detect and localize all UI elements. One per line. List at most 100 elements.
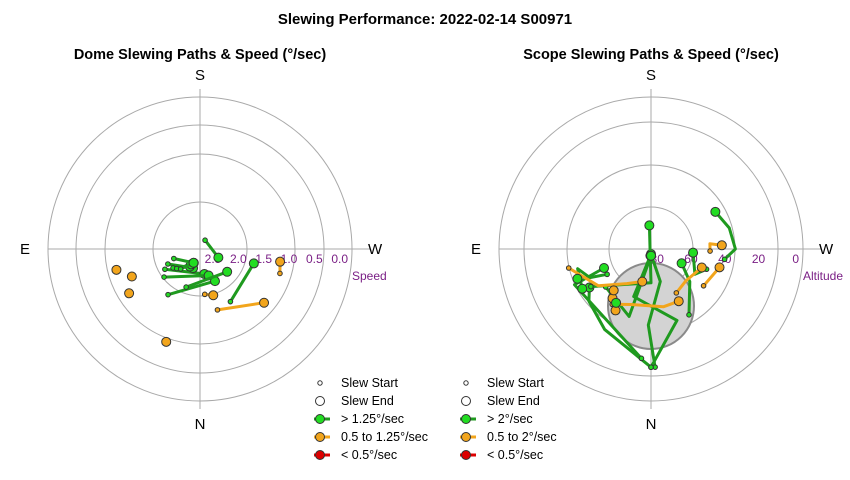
legend-start-marker bbox=[463, 380, 469, 386]
direction-left: E bbox=[20, 241, 30, 258]
slew-start-marker bbox=[721, 256, 728, 263]
slew-start-marker bbox=[700, 283, 707, 289]
radial-axis-label: Speed bbox=[352, 269, 387, 283]
slew-start-marker bbox=[686, 312, 692, 318]
slew-path-medium bbox=[610, 299, 681, 309]
slew-start-marker bbox=[638, 355, 645, 362]
legend-label: > 1.25°/sec bbox=[341, 412, 404, 426]
slew-point-marker bbox=[608, 285, 619, 296]
legend-end-marker bbox=[315, 396, 325, 406]
slew-path-fast bbox=[587, 286, 653, 369]
radial-tick-label: 0 bbox=[792, 252, 799, 266]
legend-label: > 2°/sec bbox=[487, 412, 533, 426]
slew-start-marker bbox=[177, 266, 184, 272]
slew-start-marker bbox=[227, 298, 234, 305]
slew-end-marker bbox=[673, 296, 684, 307]
panel-title: Dome Slewing Paths & Speed (°/sec) bbox=[74, 47, 327, 63]
slew-start-marker bbox=[673, 290, 680, 296]
slew-end-marker bbox=[275, 256, 286, 267]
slew-end-marker bbox=[208, 290, 219, 301]
slew-start-marker bbox=[604, 271, 610, 278]
legend-marker-fast bbox=[315, 414, 325, 424]
slew-path-fast bbox=[632, 254, 679, 369]
slew-start-marker bbox=[171, 255, 177, 262]
legend-marker-medium bbox=[461, 432, 471, 442]
slew-path-fast bbox=[713, 210, 737, 261]
slew-path-fast bbox=[166, 279, 217, 297]
slew-end-marker bbox=[688, 247, 699, 258]
slew-start-marker bbox=[161, 274, 167, 280]
slew-end-marker bbox=[637, 276, 648, 287]
direction-bottom: N bbox=[646, 416, 657, 433]
slew-point-marker bbox=[611, 297, 622, 308]
legend-end-marker bbox=[461, 396, 471, 406]
legend-label: 0.5 to 1.25°/sec bbox=[341, 430, 428, 444]
slew-path-medium bbox=[216, 301, 266, 312]
slew-path-fast bbox=[184, 270, 229, 289]
slew-path-medium bbox=[674, 266, 704, 295]
slew-start-marker bbox=[202, 237, 208, 244]
slew-start-marker bbox=[162, 266, 168, 273]
slew-start-marker bbox=[201, 291, 208, 298]
legend: Slew Start Slew End > 2°/sec 0.5 to 2°/sec <… bbox=[460, 376, 557, 462]
direction-right: W bbox=[819, 241, 834, 258]
slew-end-marker bbox=[644, 220, 655, 231]
direction-top: S bbox=[195, 67, 205, 84]
legend: Slew Start Slew End > 1.25°/sec 0.5 to 1.25… bbox=[314, 376, 428, 462]
slew-point-marker bbox=[124, 288, 135, 299]
slew-path-fast bbox=[228, 261, 256, 304]
slew-end-marker bbox=[577, 283, 588, 294]
slew-start-marker bbox=[707, 248, 713, 254]
slew-path-fast bbox=[162, 274, 211, 279]
legend-label: 0.5 to 2°/sec bbox=[487, 430, 557, 444]
slew-point-marker bbox=[126, 271, 137, 282]
direction-left: E bbox=[471, 241, 481, 258]
slew-end-marker bbox=[646, 250, 656, 261]
legend-marker-slow bbox=[461, 450, 471, 460]
legend-label: Slew Start bbox=[487, 376, 544, 390]
slew-path-fast bbox=[680, 261, 692, 317]
slew-path-medium bbox=[567, 266, 644, 288]
slew-end-marker bbox=[213, 252, 224, 263]
slew-start-marker bbox=[165, 291, 171, 298]
legend-label: Slew Start bbox=[341, 376, 398, 390]
slew-end-marker bbox=[710, 206, 721, 217]
slew-end-marker bbox=[222, 266, 233, 277]
slew-end-marker bbox=[716, 240, 727, 251]
radial-tick-label: 2.0 bbox=[230, 252, 247, 266]
radial-axis-label: Altitude bbox=[803, 269, 843, 283]
radial-tick-label: 20 bbox=[752, 252, 766, 266]
slew-start-marker bbox=[214, 307, 221, 313]
slew-end-marker bbox=[248, 258, 259, 269]
slew-start-marker bbox=[648, 364, 654, 371]
direction-top: S bbox=[646, 67, 656, 84]
slew-start-marker bbox=[565, 265, 572, 271]
legend-marker-slow bbox=[315, 450, 325, 460]
slew-start-marker bbox=[277, 270, 283, 277]
slew-path-fast bbox=[573, 266, 643, 360]
slew-path-fast bbox=[646, 252, 662, 369]
direction-bottom: N bbox=[195, 416, 206, 433]
legend-marker-medium bbox=[315, 432, 325, 442]
slew-point-marker bbox=[572, 273, 583, 284]
slew-start-marker bbox=[165, 261, 171, 267]
slew-end-marker bbox=[259, 297, 270, 308]
slew-point-marker bbox=[111, 264, 122, 275]
direction-right: W bbox=[368, 241, 383, 258]
radial-tick-label: 0.5 bbox=[306, 252, 323, 266]
slew-end-marker bbox=[676, 258, 687, 269]
slew-path-fast bbox=[163, 267, 206, 276]
slew-end-marker bbox=[599, 262, 610, 273]
slew-end-marker bbox=[696, 262, 707, 273]
scope-polar-panel: Scope Slewing Paths & Speed (°/sec)SNE W8… bbox=[460, 47, 843, 462]
radial-tick-label: 1.5 bbox=[255, 252, 272, 266]
slew-end-marker bbox=[188, 257, 199, 268]
legend-marker-fast bbox=[461, 414, 471, 424]
legend-label: < 0.5°/sec bbox=[487, 448, 543, 462]
slew-start-marker bbox=[588, 283, 594, 290]
legend-label: < 0.5°/sec bbox=[341, 448, 397, 462]
slew-end-marker bbox=[714, 262, 725, 273]
dome-polar-panel: Dome Slewing Paths & Speed (°/sec) S N E W 2.… bbox=[20, 47, 428, 462]
legend-label: Slew End bbox=[487, 394, 540, 408]
